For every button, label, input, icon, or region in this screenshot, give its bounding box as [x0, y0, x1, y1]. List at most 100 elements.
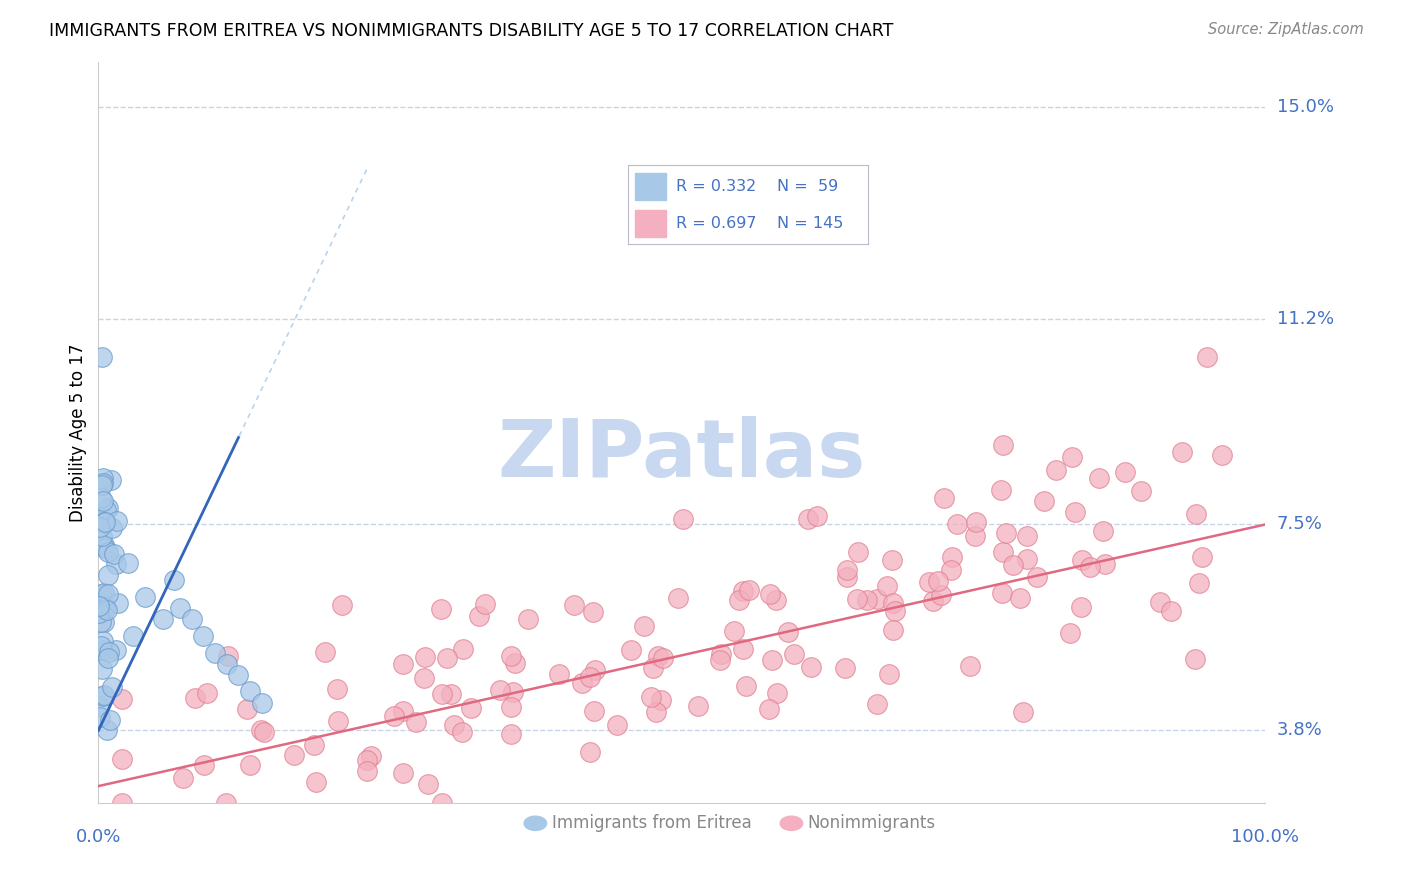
Point — [1008, 591, 1031, 606]
Point — [1062, 450, 1084, 465]
Point — [193, 629, 215, 643]
Point — [330, 599, 353, 613]
Point — [91, 642, 114, 657]
Point — [107, 596, 129, 610]
Point — [90, 639, 112, 653]
Point — [1070, 600, 1092, 615]
Point — [250, 696, 273, 710]
Point — [945, 517, 967, 532]
Point — [800, 660, 823, 674]
Point — [392, 704, 415, 718]
Point — [443, 718, 465, 732]
Point — [499, 649, 522, 664]
Point — [253, 725, 276, 739]
Point — [1001, 558, 1024, 573]
Point — [517, 612, 540, 626]
Point — [432, 796, 454, 810]
Point — [1094, 557, 1116, 571]
Point — [105, 558, 128, 572]
Point — [709, 653, 731, 667]
Point — [474, 598, 496, 612]
Point — [94, 602, 117, 616]
Point — [650, 693, 672, 707]
Point — [105, 514, 128, 528]
Point — [489, 683, 512, 698]
Point — [460, 701, 482, 715]
Point — [302, 739, 325, 753]
Point — [1026, 570, 1049, 584]
Y-axis label: Disability Age 5 to 17: Disability Age 5 to 17 — [69, 343, 87, 522]
Point — [195, 686, 218, 700]
Point — [152, 612, 174, 626]
Point — [228, 667, 250, 681]
Point — [620, 643, 643, 657]
Point — [87, 606, 110, 620]
Point — [97, 568, 120, 582]
Text: N = 145: N = 145 — [776, 216, 844, 230]
Point — [761, 653, 783, 667]
Point — [640, 690, 662, 704]
Point — [239, 758, 262, 772]
Point — [585, 663, 607, 677]
Point — [204, 646, 226, 660]
Point — [666, 591, 689, 606]
Point — [360, 748, 382, 763]
Point — [451, 724, 474, 739]
Point — [582, 605, 605, 619]
Point — [645, 705, 668, 719]
Point — [98, 713, 121, 727]
Point — [96, 603, 118, 617]
Point — [94, 599, 117, 614]
Point — [103, 547, 125, 561]
Point — [100, 474, 122, 488]
Point — [183, 691, 205, 706]
Point — [413, 649, 436, 664]
Point — [882, 623, 904, 637]
Point — [927, 574, 949, 588]
Point — [93, 586, 115, 600]
Point — [1045, 463, 1067, 477]
Point — [929, 588, 952, 602]
Point — [1059, 625, 1081, 640]
Point — [866, 592, 889, 607]
Point — [765, 593, 787, 607]
Point — [451, 641, 474, 656]
Point — [735, 679, 758, 693]
Point — [1211, 448, 1233, 462]
Point — [87, 699, 110, 714]
Point — [305, 775, 328, 789]
Point — [993, 438, 1015, 452]
Point — [1184, 652, 1206, 666]
Point — [91, 471, 114, 485]
Text: N =  59: N = 59 — [776, 179, 838, 194]
Point — [652, 651, 675, 665]
Point — [571, 675, 593, 690]
Point — [94, 541, 117, 556]
Point — [941, 549, 963, 564]
Point — [217, 649, 239, 664]
Point — [883, 604, 905, 618]
Point — [180, 612, 202, 626]
Point — [728, 593, 751, 607]
Point — [499, 700, 522, 714]
Point — [876, 579, 898, 593]
Point — [250, 723, 273, 738]
Text: R = 0.697: R = 0.697 — [676, 216, 756, 230]
Text: IMMIGRANTS FROM ERITREA VS NONIMMIGRANTS DISABILITY AGE 5 TO 17 CORRELATION CHAR: IMMIGRANTS FROM ERITREA VS NONIMMIGRANTS… — [49, 22, 894, 40]
Point — [97, 651, 120, 665]
Point — [96, 503, 118, 517]
Point — [963, 529, 986, 543]
Point — [579, 745, 602, 759]
Text: R = 0.332: R = 0.332 — [676, 179, 756, 194]
Point — [877, 667, 900, 681]
Point — [90, 491, 112, 506]
Point — [932, 491, 955, 505]
Point — [994, 526, 1017, 541]
Point — [797, 512, 820, 526]
Point — [1080, 560, 1102, 574]
Point — [1195, 351, 1218, 365]
Point — [1063, 505, 1085, 519]
Point — [731, 641, 754, 656]
Point — [193, 758, 215, 772]
Point — [965, 515, 987, 529]
